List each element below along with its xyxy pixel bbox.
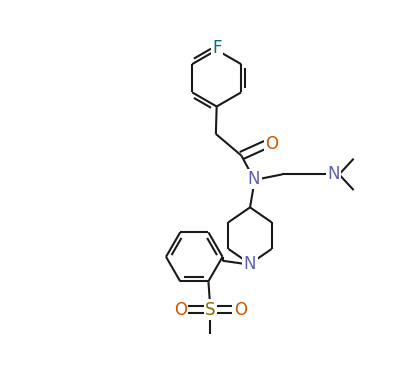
Text: N: N bbox=[248, 170, 260, 188]
Text: O: O bbox=[174, 301, 187, 319]
Text: N: N bbox=[327, 165, 339, 183]
Text: S: S bbox=[205, 301, 216, 319]
Text: F: F bbox=[212, 39, 221, 57]
Text: O: O bbox=[265, 135, 278, 153]
Text: O: O bbox=[234, 301, 247, 319]
Text: N: N bbox=[244, 255, 256, 273]
